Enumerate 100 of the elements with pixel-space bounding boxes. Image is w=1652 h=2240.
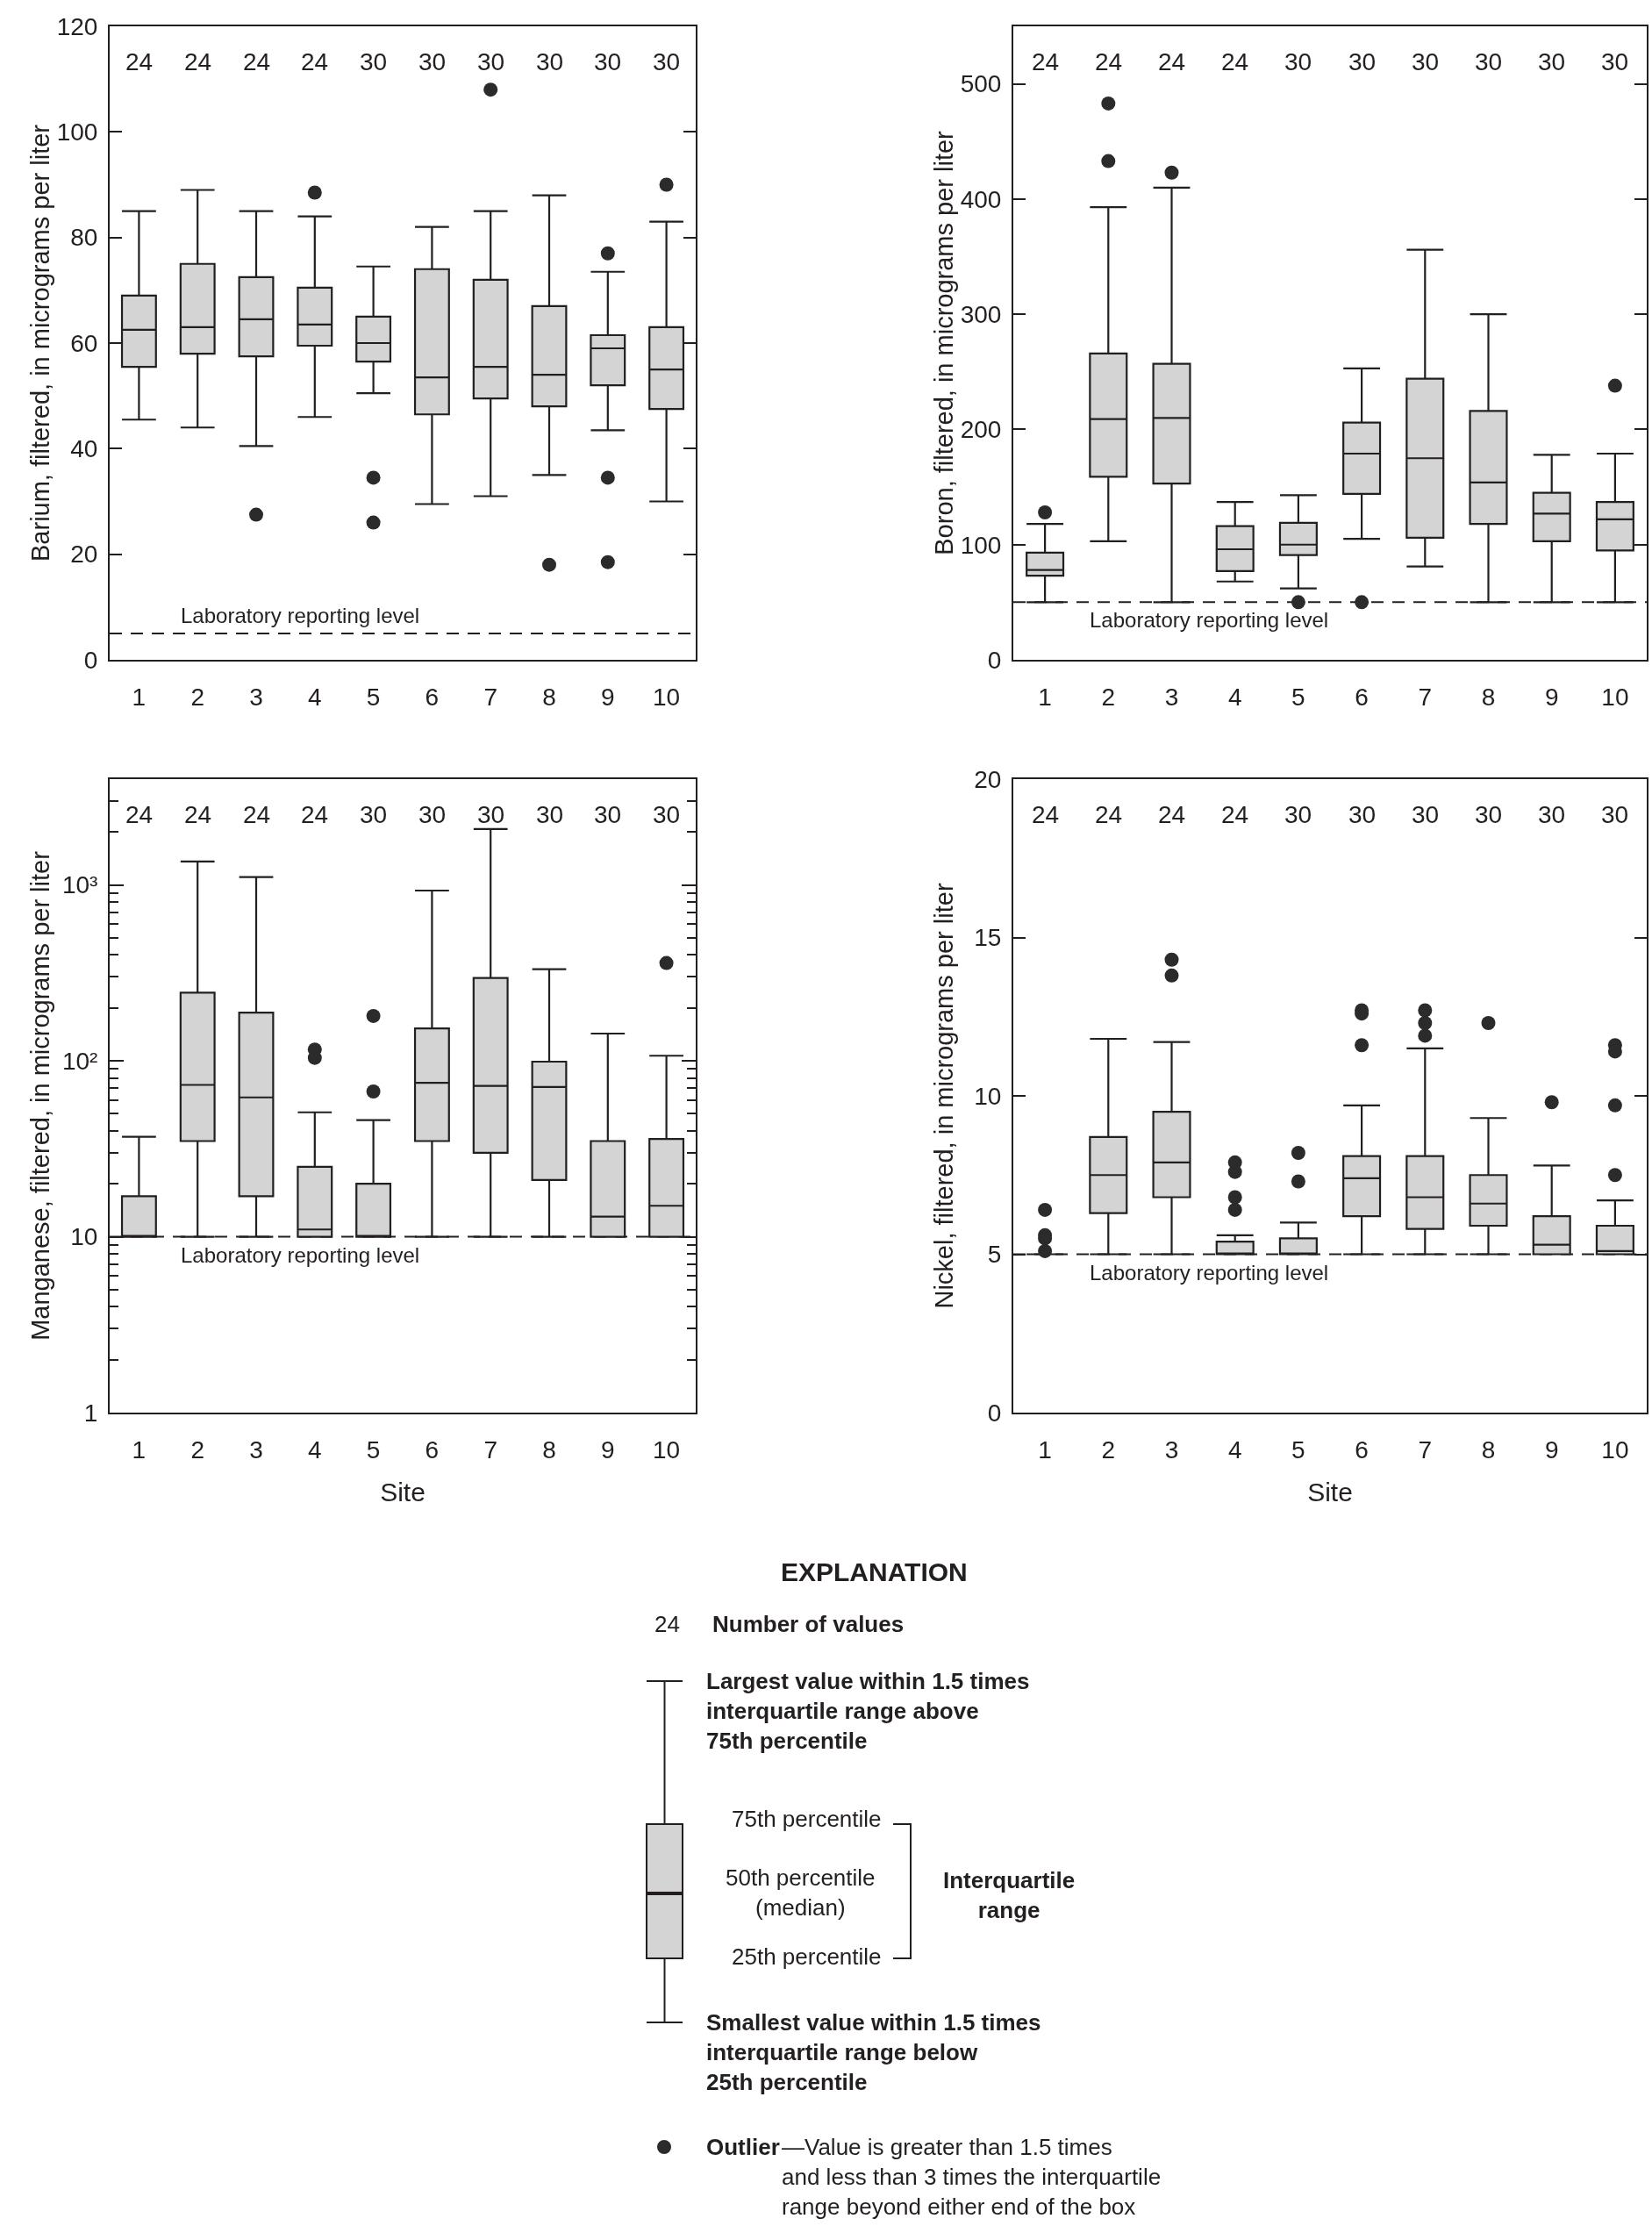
y-tick-label: 100	[56, 118, 98, 147]
y-tick-label: 0	[987, 1399, 1002, 1427]
y-tick-label: 500	[960, 70, 1002, 98]
x-tick-label: 7	[483, 1435, 497, 1464]
annotation: 30	[653, 801, 681, 828]
y-tick-label: 5	[987, 1241, 1002, 1269]
y-tick-label: 10	[974, 1082, 1002, 1110]
y-tick-label: 80	[70, 224, 98, 252]
x-tick-label: 8	[542, 683, 556, 711]
x-tick-label: 3	[249, 1435, 263, 1464]
x-tick-label: 9	[601, 683, 615, 711]
x-tick-label: 3	[1164, 1435, 1179, 1464]
annotation: 30	[418, 48, 447, 75]
x-tick-label: 5	[366, 683, 381, 711]
x-tick-label: 3	[249, 683, 263, 711]
x-tick-label: 10	[1601, 683, 1629, 711]
text: 75th percentile	[732, 1806, 882, 1832]
annotation: 30	[1284, 801, 1312, 828]
x-tick-label: 7	[483, 683, 497, 711]
annotation: 30	[536, 801, 564, 828]
y-tick-label: 10³	[61, 871, 98, 899]
ref-line-label: Laboratory reporting level	[1090, 608, 1329, 632]
annotation: 24	[243, 801, 271, 828]
y-tick-label: 400	[960, 185, 1002, 213]
annotation: 30	[1601, 801, 1629, 828]
annotation: 24	[1221, 48, 1249, 75]
y-tick-label: 0	[987, 646, 1002, 674]
x-tick-label: 1	[132, 683, 147, 711]
annotation: 24	[243, 48, 271, 75]
text: Number of values	[712, 1611, 905, 1637]
annotation: 30	[1601, 48, 1629, 75]
x-tick-label: 6	[1355, 1435, 1369, 1464]
annotation: 30	[1412, 801, 1440, 828]
annotation: 24	[184, 48, 212, 75]
y-axis-title: Boron, filtered, in micrograms per liter	[930, 130, 958, 555]
x-axis-title: Site	[1307, 1478, 1353, 1506]
y-tick-label: 1	[83, 1399, 98, 1427]
x-tick-label: 5	[1291, 1435, 1305, 1464]
x-tick-label: 5	[366, 1435, 381, 1464]
annotation: 30	[1538, 48, 1566, 75]
x-tick-label: 4	[308, 683, 322, 711]
annotation: 30	[477, 801, 505, 828]
x-tick-label: 9	[601, 1435, 615, 1464]
legend-label: Laboratory reporting level	[1090, 1261, 1329, 1285]
annotation: 24	[1158, 48, 1186, 75]
annotation: 30	[360, 801, 388, 828]
y-tick-label: 300	[960, 300, 1002, 328]
annotation: 30	[418, 801, 447, 828]
x-tick-label: 2	[1101, 683, 1116, 711]
annotation: 30	[653, 48, 681, 75]
y-tick-label: 120	[56, 12, 98, 40]
x-axis-title: Site	[380, 1478, 426, 1506]
x-tick-label: 2	[190, 683, 204, 711]
annotation: 30	[1348, 48, 1377, 75]
annotation: 30	[594, 48, 622, 75]
ref-line-label: Laboratory reporting level	[181, 604, 420, 627]
annotation: 30	[1475, 48, 1503, 75]
annotation: 30	[360, 48, 388, 75]
annotation: 24	[1095, 48, 1123, 75]
y-tick-label: 10²	[61, 1047, 98, 1075]
y-tick-label: 100	[960, 531, 1002, 559]
annotation: 30	[1475, 801, 1503, 828]
annotation: 30	[1284, 48, 1312, 75]
y-tick-label: 10	[70, 1223, 98, 1251]
x-tick-label: 8	[542, 1435, 556, 1464]
annotation: 30	[1348, 801, 1377, 828]
text: Smallest value within 1.5 times interquartile range below 25th percentile	[706, 2009, 1041, 2095]
x-tick-label: 7	[1418, 683, 1433, 711]
annotation: 30	[594, 801, 622, 828]
y-tick-label: 20	[70, 540, 98, 569]
annotation: 24	[125, 801, 154, 828]
annotation: 30	[536, 48, 564, 75]
x-tick-label: 10	[653, 1435, 681, 1464]
annotation: 30	[1538, 801, 1566, 828]
annotation: 24	[301, 801, 329, 828]
x-tick-label: 1	[132, 1435, 147, 1464]
x-tick-label: 9	[1544, 1435, 1559, 1464]
legend-label: Laboratory reporting level	[181, 1243, 420, 1267]
y-tick-label: 15	[974, 924, 1002, 952]
x-tick-label: 8	[1481, 683, 1496, 711]
x-tick-label: 10	[1601, 1435, 1629, 1464]
text: —Value is greater than 1.5 times and less than 3 times the interquartile range beyond either end of the box	[782, 2134, 1162, 2220]
annotation: 24	[301, 48, 329, 75]
y-tick-label: 40	[70, 435, 98, 463]
annotation: 24	[1158, 801, 1186, 828]
text: Largest value within 1.5 times interquartile range above 75th percentile	[706, 1668, 1030, 1754]
x-tick-label: 6	[425, 683, 440, 711]
y-axis-title: Nickel, filtered, in micrograms per liter	[930, 883, 958, 1309]
annotation: 24	[125, 48, 154, 75]
annotation: 24	[184, 801, 212, 828]
text: 25th percentile	[732, 1943, 882, 1970]
annotation: 24	[1095, 801, 1123, 828]
annotation: 24	[1032, 801, 1060, 828]
text: EXPLANATION	[781, 1557, 968, 1586]
text: 50th percentile (median)	[726, 1864, 876, 1921]
annotation: 30	[477, 48, 505, 75]
text: 24	[654, 1611, 680, 1637]
x-tick-label: 10	[653, 683, 681, 711]
x-tick-label: 1	[1038, 1435, 1052, 1464]
y-axis-title: Barium, filtered, in micrograms per liter	[26, 124, 54, 562]
